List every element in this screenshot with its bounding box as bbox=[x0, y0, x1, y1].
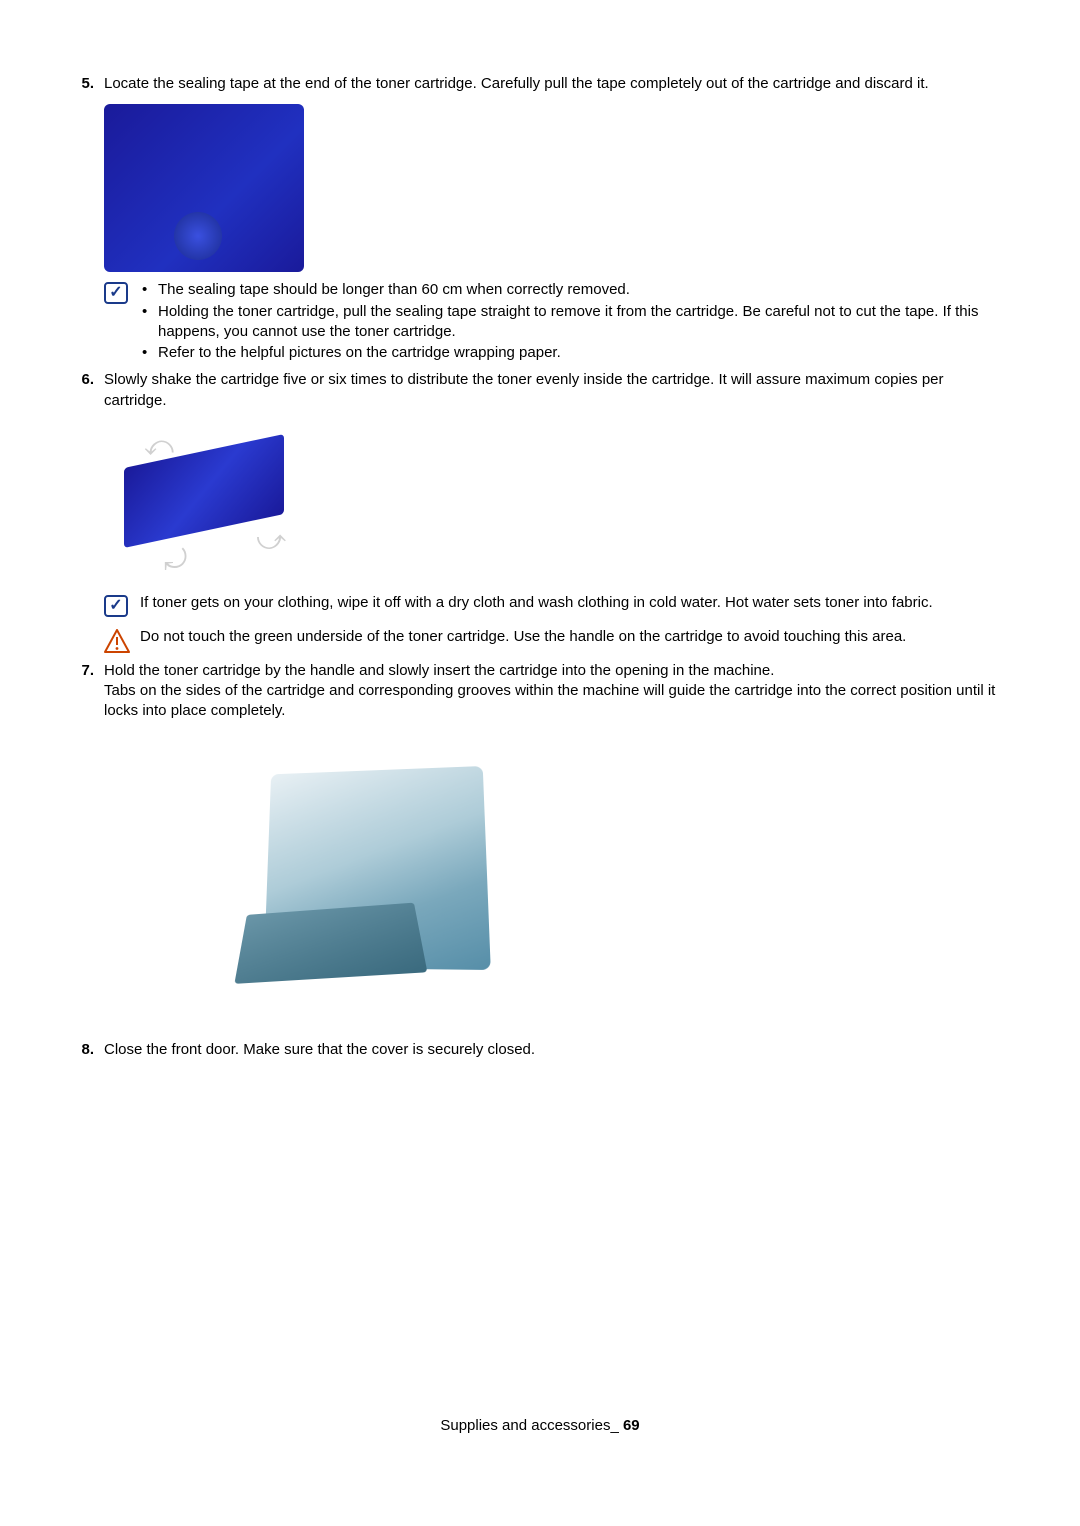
step-text-line: Hold the toner cartridge by the handle a… bbox=[104, 662, 774, 679]
note-sealing-tape: ✓ The sealing tape should be longer than… bbox=[104, 280, 1000, 364]
step-text-line: Tabs on the sides of the cartridge and c… bbox=[104, 682, 995, 719]
note-icon: ✓ bbox=[104, 595, 130, 621]
step-text: Locate the sealing tape at the end of th… bbox=[104, 74, 1000, 94]
step-number: 6. bbox=[80, 370, 104, 411]
step-text: Hold the toner cartridge by the handle a… bbox=[104, 661, 1000, 722]
note-bullet: Holding the toner cartridge, pull the se… bbox=[140, 302, 1000, 343]
step-6: 6. Slowly shake the cartridge five or si… bbox=[80, 370, 1000, 411]
figure-shake-cartridge: ⤺ ⤻ ⤾ bbox=[104, 421, 1000, 585]
step-text: Close the front door. Make sure that the… bbox=[104, 1040, 1000, 1060]
footer-page-number: 69 bbox=[623, 1417, 640, 1434]
page-footer: Supplies and accessories_ 69 bbox=[0, 1416, 1080, 1436]
note-bullet-list: The sealing tape should be longer than 6… bbox=[140, 280, 1000, 363]
step-number: 7. bbox=[80, 661, 104, 722]
note-icon: ✓ bbox=[104, 282, 130, 308]
warning-text: Do not touch the green underside of the … bbox=[140, 627, 1000, 647]
step-8: 8. Close the front door. Make sure that … bbox=[80, 1040, 1000, 1060]
footer-section: Supplies and accessories_ bbox=[440, 1417, 618, 1434]
warning-green-underside: Do not touch the green underside of the … bbox=[104, 627, 1000, 653]
note-bullet: Refer to the helpful pictures on the car… bbox=[140, 343, 1000, 363]
note-toner-clothing: ✓ If toner gets on your clothing, wipe i… bbox=[104, 593, 1000, 621]
step-7: 7. Hold the toner cartridge by the handl… bbox=[80, 661, 1000, 722]
note-text: If toner gets on your clothing, wipe it … bbox=[140, 593, 1000, 613]
step-5: 5. Locate the sealing tape at the end of… bbox=[80, 74, 1000, 94]
figure-sealing-tape bbox=[104, 104, 1000, 272]
step-number: 5. bbox=[80, 74, 104, 94]
warning-icon bbox=[104, 629, 130, 653]
figure-insert-cartridge bbox=[104, 736, 1000, 1026]
step-number: 8. bbox=[80, 1040, 104, 1060]
step-text: Slowly shake the cartridge five or six t… bbox=[104, 370, 1000, 411]
note-bullet: The sealing tape should be longer than 6… bbox=[140, 280, 1000, 300]
